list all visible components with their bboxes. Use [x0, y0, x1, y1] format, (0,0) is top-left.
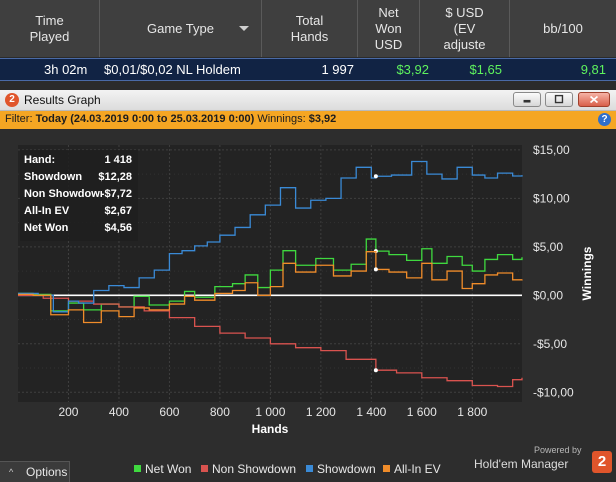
minimize-icon	[523, 99, 531, 103]
filter-bar[interactable]: Filter: Today (24.03.2019 0:00 to 25.03.…	[0, 111, 616, 129]
x-tick-label: 400	[109, 405, 129, 419]
cell-bb100: 9,81	[580, 62, 606, 77]
filter-value: Today (24.03.2019 0:00 to 25.03.2019 0:0…	[35, 113, 255, 125]
y-tick-label: $5,00	[533, 240, 563, 254]
y-tick-label: $15,00	[533, 143, 570, 157]
legend-non-showdown[interactable]: Non Showdown	[201, 462, 296, 476]
x-tick-label: 800	[210, 405, 230, 419]
col-header-time-played[interactable]: Time Played	[0, 0, 100, 57]
series-line-all-in-ev	[18, 251, 523, 324]
restore-icon	[554, 94, 564, 104]
legend-swatch	[201, 465, 208, 472]
col-header-total-hands[interactable]: Total Hands	[262, 0, 358, 57]
winnings-value: $3,92	[308, 113, 337, 125]
stat-row-allin-ev: All-In EV $2,67	[24, 205, 132, 217]
graph-footer: ^ Options Net Won Non Showdown Showdown …	[0, 445, 616, 482]
y-tick-label: -$5,00	[533, 337, 567, 351]
legend-swatch	[134, 465, 141, 472]
options-label: Options	[26, 465, 68, 479]
app-logo-icon: 2	[5, 93, 19, 107]
filter-prefix: Filter:	[5, 113, 33, 125]
hover-marker	[373, 174, 378, 179]
col-header-net-won[interactable]: Net Won USD	[358, 0, 420, 57]
restore-button[interactable]	[545, 92, 573, 107]
cell-total-hands: 1 997	[321, 62, 354, 77]
close-button[interactable]	[578, 92, 610, 107]
x-tick-label: 1 800	[457, 405, 487, 419]
col-header-game-type[interactable]: Game Type	[100, 0, 262, 57]
cell-ev-adjusted: $1,65	[469, 62, 502, 77]
cell-time-played: 3h 02m	[44, 62, 88, 77]
legend-swatch	[383, 465, 390, 472]
stat-row-non-showdown: Non Showdown -$7,72	[24, 188, 132, 200]
chevron-up-icon: ^	[9, 467, 14, 477]
y-tick-label: $10,00	[533, 191, 570, 205]
help-icon[interactable]: ?	[598, 113, 611, 126]
x-tick-label: 600	[159, 405, 179, 419]
x-tick-label: 1 400	[356, 405, 386, 419]
x-tick-label: 1 000	[255, 405, 285, 419]
legend-net-won[interactable]: Net Won	[134, 462, 191, 476]
y-tick-label: -$10,00	[533, 385, 574, 399]
options-button[interactable]: ^ Options	[0, 461, 70, 482]
sort-dropdown-icon[interactable]	[239, 26, 249, 31]
hover-stats-box: Hand: 1 418 Showdown $12,28 Non Showdown -$…	[20, 150, 138, 241]
stat-row-showdown: Showdown $12,28	[24, 171, 132, 183]
cell-net-won: $3,92	[396, 62, 429, 77]
hover-marker	[373, 368, 378, 373]
cell-game-type: $0,01/$0,02 NL Holdem	[104, 62, 241, 77]
powered-by-label: Powered by	[534, 445, 582, 455]
brand-logo: 2	[592, 451, 612, 473]
hover-marker	[373, 267, 378, 272]
minimize-button[interactable]	[513, 92, 541, 107]
brand-name: Hold'em Manager	[474, 457, 569, 471]
window-title: Results Graph	[24, 93, 101, 107]
winnings-label: Winnings:	[257, 113, 306, 125]
x-tick-label: 1 200	[306, 405, 336, 419]
series-line-showdown	[18, 160, 523, 313]
x-axis-label: Hands	[252, 422, 289, 436]
legend-showdown[interactable]: Showdown	[306, 462, 376, 476]
x-tick-label: 1 600	[407, 405, 437, 419]
results-graph-window: 2 Results Graph Filter: Today (24.03.201…	[0, 90, 616, 482]
close-icon	[589, 95, 599, 104]
col-header-ev-adjusted[interactable]: $ USD (EV adjuste	[420, 0, 510, 57]
table-row[interactable]: 3h 02m $0,01/$0,02 NL Holdem 1 997 $3,92…	[0, 58, 616, 81]
x-tick-label: 200	[58, 405, 78, 419]
legend-allin-ev[interactable]: All-In EV	[383, 462, 441, 476]
stat-row-hand: Hand: 1 418	[24, 154, 132, 166]
y-tick-label: $0,00	[533, 288, 563, 302]
legend-swatch	[306, 465, 313, 472]
window-titlebar[interactable]: 2 Results Graph	[0, 90, 616, 111]
series-line-non-showdown	[18, 294, 523, 388]
stat-row-net-won: Net Won $4,56	[24, 222, 132, 234]
y-axis-label: Winnings	[580, 246, 594, 300]
col-header-bb100[interactable]: bb/100	[543, 20, 583, 36]
separator	[0, 81, 616, 90]
stats-table-header: Time Played Game Type Total Hands Net Wo…	[0, 0, 616, 57]
